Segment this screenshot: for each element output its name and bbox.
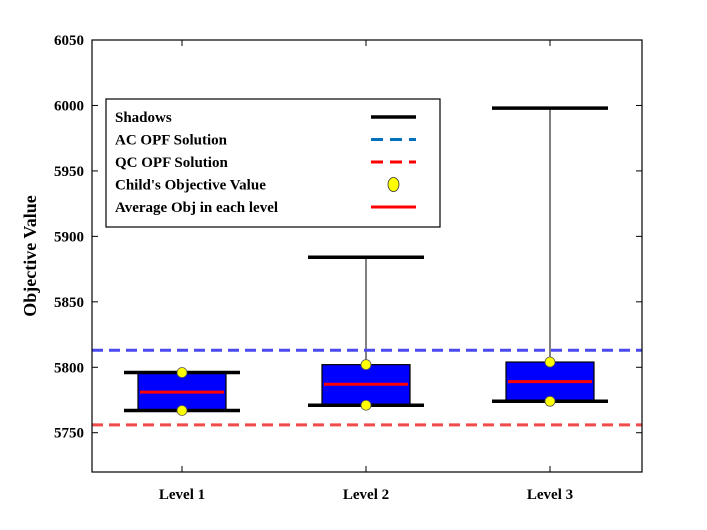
level-1-child-point: [176, 405, 188, 416]
y-tick-label: 5950: [54, 164, 84, 180]
legend-label: QC OPF Solution: [115, 155, 228, 171]
level-2-child-point: [360, 399, 372, 411]
y-tick-label: 6050: [54, 33, 84, 49]
level-3-child-point: [544, 395, 556, 407]
x-tick-label: Level 3: [527, 487, 573, 503]
y-tick-label: 5900: [54, 229, 84, 245]
y-tick-label: 5750: [54, 426, 84, 442]
legend-label: Child's Objective Value: [115, 178, 266, 194]
legend: Shadows AC OPF Solution QC OPF Solution Chi…: [105, 98, 441, 228]
legend-label: Average Obj in each level: [115, 200, 278, 216]
level-1-child-point: [176, 367, 188, 378]
x-tick-label: Level 1: [159, 487, 205, 503]
level-3-child-point: [544, 356, 556, 368]
legend-child-marker: [387, 177, 400, 192]
legend-label: Shadows: [115, 110, 172, 126]
y-tick-label: 5850: [54, 295, 84, 311]
axis-layer: 5750 5800 5850 5900 5950 6000 6050 Level 1 Level…: [20, 33, 643, 503]
y-axis-title: Objective Value: [20, 195, 40, 317]
level-2-child-point: [360, 359, 372, 371]
x-tick-label: Level 2: [343, 487, 389, 503]
axes-frame: [91, 39, 643, 473]
y-tick-label: 5800: [54, 360, 84, 376]
y-tick-label: 6000: [54, 98, 84, 114]
legend-label: AC OPF Solution: [115, 133, 228, 149]
